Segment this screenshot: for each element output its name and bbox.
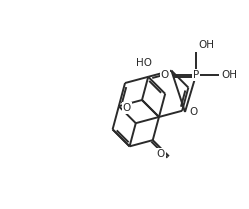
- Text: OH: OH: [221, 70, 237, 80]
- Text: OH: OH: [198, 40, 214, 50]
- Text: O: O: [161, 70, 169, 80]
- Text: HO: HO: [136, 58, 152, 68]
- Text: O: O: [189, 107, 197, 117]
- Text: O: O: [156, 149, 165, 159]
- Text: P: P: [193, 70, 199, 80]
- Text: O: O: [123, 103, 131, 113]
